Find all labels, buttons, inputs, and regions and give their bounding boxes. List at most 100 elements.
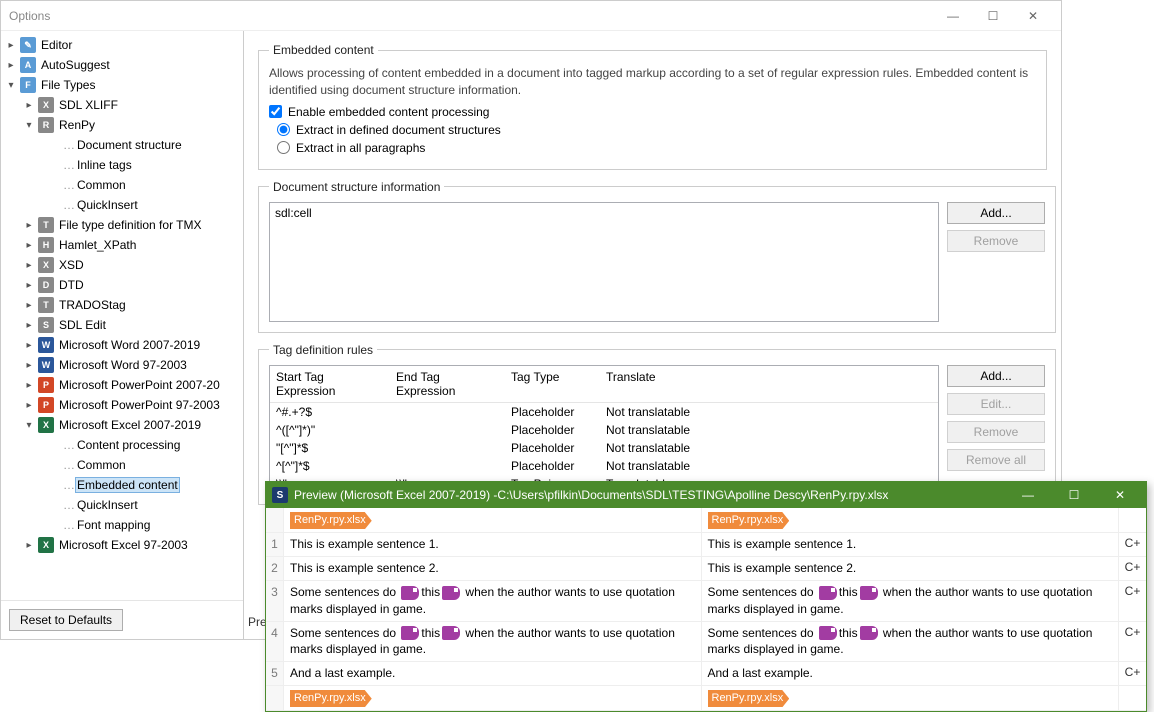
maximize-button[interactable]: ☐ [973,1,1013,31]
tree-item-label[interactable]: XSD [57,257,86,273]
tree-item[interactable]: … Document structure [1,135,243,155]
tree-item-label[interactable]: DTD [57,277,86,293]
tree-expand-icon[interactable]: ▸ [23,240,35,251]
tagrules-grid[interactable]: Start Tag Expression End Tag Expression … [269,365,939,494]
tagrules-row[interactable]: "[^"]*$PlaceholderNot translatable [270,439,938,457]
tree-item-label[interactable]: Microsoft Excel 97-2003 [57,537,190,553]
tree-item[interactable]: ▸PMicrosoft PowerPoint 97-2003 [1,395,243,415]
tree-expand-icon[interactable]: ▸ [23,340,35,351]
tree-item[interactable]: ▾FFile Types [1,75,243,95]
tree-expand-icon[interactable]: ▸ [5,60,17,71]
tree-item[interactable]: ▸✎Editor [1,35,243,55]
tree-item-label[interactable]: File type definition for TMX [57,217,204,233]
docstruct-item[interactable]: sdl:cell [275,206,933,220]
preview-close-button[interactable]: ✕ [1100,488,1140,502]
preview-minimize-button[interactable]: — [1008,488,1048,502]
reset-defaults-button[interactable]: Reset to Defaults [9,609,123,631]
docstruct-listbox[interactable]: sdl:cell [269,202,939,322]
tagrules-remove-button[interactable]: Remove [947,421,1045,443]
preview-row[interactable]: 3Some sentences do this when the author … [266,581,1146,622]
tree-item[interactable]: ▸SSDL Edit [1,315,243,335]
tree-item[interactable]: … Content processing [1,435,243,455]
tree-item-label[interactable]: Common [75,457,128,473]
tree-item-label[interactable]: QuickInsert [75,197,140,213]
tree-item-label[interactable]: Document structure [75,137,184,153]
tree-item[interactable]: ▸DDTD [1,275,243,295]
tree-expand-icon[interactable]: ▸ [23,380,35,391]
tree-expand-icon[interactable]: ▸ [5,40,17,51]
extract-all-radio[interactable] [277,141,290,154]
tree-expand-icon[interactable]: ▸ [23,360,35,371]
tree-item[interactable]: ▸TTRADOStag [1,295,243,315]
tree-expand-icon[interactable]: ▸ [23,220,35,231]
tagrules-add-button[interactable]: Add... [947,365,1045,387]
tree-item[interactable]: ▸WMicrosoft Word 2007-2019 [1,335,243,355]
tree-expand-icon[interactable]: ▸ [23,540,35,551]
tree-item[interactable]: ▾XMicrosoft Excel 2007-2019 [1,415,243,435]
tree-item-label[interactable]: Microsoft PowerPoint 2007-20 [57,377,222,393]
col-type-header[interactable]: Tag Type [505,366,600,402]
preview-maximize-button[interactable]: ☐ [1054,488,1094,502]
tree-item[interactable]: … QuickInsert [1,195,243,215]
tree-expand-icon[interactable]: ▸ [23,100,35,111]
tree-item[interactable]: ▸TFile type definition for TMX [1,215,243,235]
minimize-button[interactable]: — [933,1,973,31]
preview-row[interactable]: 4Some sentences do this when the author … [266,622,1146,663]
tree-expand-icon[interactable]: ▾ [23,120,35,131]
preview-row[interactable]: 2This is example sentence 2.This is exam… [266,557,1146,581]
tree-item[interactable]: … Font mapping [1,515,243,535]
tree-item-label[interactable]: SDL Edit [57,317,108,333]
tree-expand-icon[interactable]: ▸ [23,280,35,291]
tree-item[interactable]: ▸XSDL XLIFF [1,95,243,115]
col-trans-header[interactable]: Translate [600,366,750,402]
tagrules-edit-button[interactable]: Edit... [947,393,1045,415]
tree-item-label[interactable]: TRADOStag [57,297,128,313]
tree-item-label[interactable]: Microsoft Word 2007-2019 [57,337,202,353]
tree-item-label[interactable]: Hamlet_XPath [57,237,138,253]
preview-titlebar[interactable]: S Preview (Microsoft Excel 2007-2019) -C… [266,482,1146,508]
tree-item-label[interactable]: Microsoft Word 97-2003 [57,357,189,373]
tree-item[interactable]: ▾RRenPy [1,115,243,135]
tree-expand-icon[interactable]: ▸ [23,300,35,311]
extract-defined-radio[interactable] [277,123,290,136]
tree-item-label[interactable]: QuickInsert [75,497,140,513]
tree-item-label[interactable]: AutoSuggest [39,57,112,73]
tree-item[interactable]: … Common [1,175,243,195]
tree-item[interactable]: ▸XXSD [1,255,243,275]
tree-item[interactable]: … Embedded content [1,475,243,495]
docstruct-add-button[interactable]: Add... [947,202,1045,224]
tree-item-label[interactable]: Font mapping [75,517,152,533]
tree-item[interactable]: … Common [1,455,243,475]
enable-embedded-checkbox[interactable] [269,105,282,118]
tagrules-removeall-button[interactable]: Remove all [947,449,1045,471]
tree-item-label[interactable]: Editor [39,37,74,53]
tagrules-row[interactable]: ^([^"]*)"PlaceholderNot translatable [270,421,938,439]
tree-item[interactable]: ▸AAutoSuggest [1,55,243,75]
tree-item-label[interactable]: Embedded content [75,477,180,493]
tagrules-row[interactable]: ^#.+?$PlaceholderNot translatable [270,403,938,421]
tree-item-label[interactable]: Content processing [75,437,182,453]
preview-row[interactable]: 1This is example sentence 1.This is exam… [266,533,1146,557]
tree-item-label[interactable]: Common [75,177,128,193]
preview-row[interactable]: 5And a last example.And a last example.C… [266,662,1146,686]
tree-item-label[interactable]: Microsoft Excel 2007-2019 [57,417,203,433]
col-start-header[interactable]: Start Tag Expression [270,366,390,402]
tree-item-label[interactable]: Microsoft PowerPoint 97-2003 [57,397,222,413]
tree-item-label[interactable]: RenPy [57,117,97,133]
tree-expand-icon[interactable]: ▾ [5,80,17,91]
tree-item-label[interactable]: SDL XLIFF [57,97,120,113]
tree-expand-icon[interactable]: ▾ [23,420,35,431]
tree-item[interactable]: ▸XMicrosoft Excel 97-2003 [1,535,243,555]
tree-scroll[interactable]: ▸✎Editor▸AAutoSuggest▾FFile Types▸XSDL X… [1,31,243,600]
col-end-header[interactable]: End Tag Expression [390,366,505,402]
tree-item-label[interactable]: Inline tags [75,157,134,173]
docstruct-remove-button[interactable]: Remove [947,230,1045,252]
tree-item[interactable]: ▸WMicrosoft Word 97-2003 [1,355,243,375]
tree-expand-icon[interactable]: ▸ [23,400,35,411]
close-button[interactable]: ✕ [1013,1,1053,31]
tree-item-label[interactable]: File Types [39,77,97,93]
tree-item[interactable]: ▸HHamlet_XPath [1,235,243,255]
tree-expand-icon[interactable]: ▸ [23,260,35,271]
tree-item[interactable]: ▸PMicrosoft PowerPoint 2007-20 [1,375,243,395]
tree-expand-icon[interactable]: ▸ [23,320,35,331]
